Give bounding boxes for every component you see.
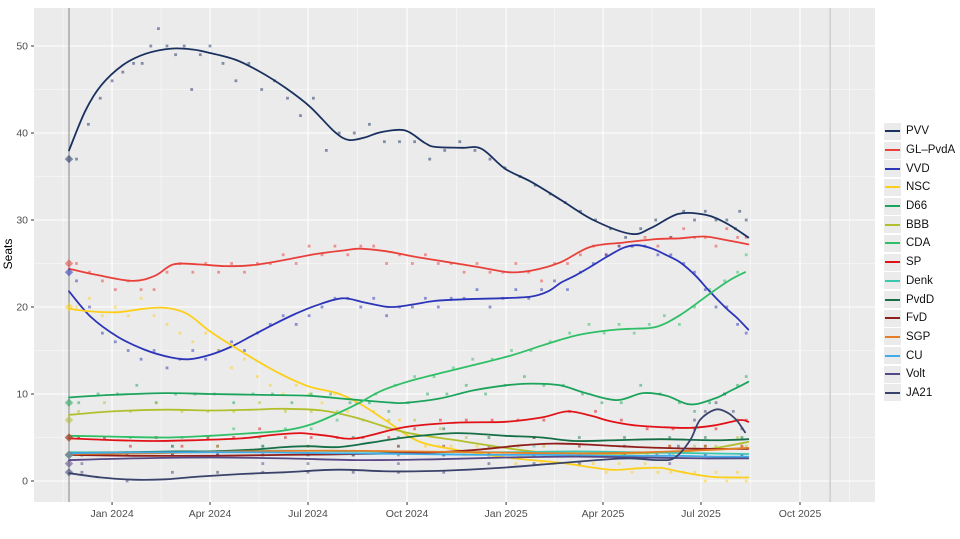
legend-item-sgp: SGP [884, 328, 955, 347]
legend-label: CU [906, 349, 923, 362]
legend-key-icon [884, 253, 901, 271]
legend-label: SP [906, 256, 922, 269]
legend-key-icon [884, 309, 901, 327]
poll-points-cda [77, 253, 748, 439]
legend-key-icon [884, 216, 901, 234]
legend-item-denk: Denk [884, 272, 955, 291]
trend-line-cda [68, 271, 746, 439]
legend-item-nsc: NSC [884, 178, 955, 197]
poll-points-pvv [75, 27, 748, 239]
legend-label: JA21 [906, 386, 933, 399]
legend-label: Denk [906, 274, 933, 287]
trend-line-sp [68, 410, 750, 442]
trend-line-volt [68, 455, 750, 462]
legend-item-volt: Volt [884, 365, 955, 384]
legend-key-icon [884, 178, 901, 196]
election-diamond-bbb [64, 415, 74, 425]
legend-item-pvdd: PvdD [884, 290, 955, 309]
legend-label: FvD [906, 312, 928, 325]
election-diamond-nsc [64, 302, 74, 312]
election-result-diamonds [64, 154, 74, 477]
legend-item-cu: CU [884, 346, 955, 365]
x-tick-label: Apr 2024 [189, 508, 232, 520]
legend-label: D66 [906, 200, 928, 213]
election-diamond-pvv [64, 154, 74, 164]
legend-item-gl-pvda: GL–PvdA [884, 141, 955, 160]
legend-key-icon [884, 272, 901, 290]
legend-item-ja21: JA21 [884, 384, 955, 403]
trend-line-ja21 [68, 408, 746, 481]
legend-label: PvdD [906, 293, 935, 306]
legend-label: PVV [906, 125, 930, 138]
legend-item-d66: D66 [884, 197, 955, 216]
y-tick-label: 0 [22, 476, 28, 488]
legend-item-bbb: BBB [884, 215, 955, 234]
x-tick-label: Jul 2025 [681, 508, 721, 520]
trend-line-fvd [68, 442, 750, 457]
election-diamond-vvd [64, 268, 74, 277]
legend-item-fvd: FvD [884, 309, 955, 328]
legend-key-icon [884, 234, 901, 252]
trend-line-gl-pvda [68, 235, 750, 282]
legend-key-icon [884, 328, 901, 346]
election-diamond-cu [64, 450, 74, 460]
trend-lines [68, 47, 750, 481]
legend-label: Volt [906, 368, 926, 381]
y-tick-label: 50 [16, 41, 28, 53]
poll-points [75, 27, 748, 483]
legend-item-cda: CDA [884, 234, 955, 253]
legend-label: GL–PvdA [906, 144, 956, 157]
trend-line-d66 [68, 380, 750, 406]
legend-item-sp: SP [884, 253, 955, 272]
legend-label: SGP [906, 330, 931, 343]
election-diamond-sp [64, 433, 74, 442]
x-tick-label: Jul 2024 [288, 508, 328, 520]
y-tick-label: 20 [16, 302, 28, 314]
x-tick-label: Jan 2025 [484, 508, 527, 520]
legend-item-vvd: VVD [884, 159, 955, 178]
election-diamond-volt [64, 459, 74, 468]
trend-line-pvv [68, 47, 750, 239]
election-diamond-d66 [64, 398, 74, 407]
y-axis-title: Seats [1, 238, 15, 270]
legend-key-icon [884, 365, 901, 383]
legend-key-icon [884, 141, 901, 159]
legend-key-icon [884, 122, 901, 140]
legend-item-pvv: PVV [884, 122, 955, 141]
election-diamond-gl-pvda [64, 259, 74, 268]
legend: PVV GL–PvdA VVD NSC D66 BBB CDA SP Denk PvdD FvD SG… [884, 122, 955, 402]
legend-label: VVD [906, 162, 930, 175]
panel-bg [34, 8, 875, 502]
x-tick-label: Jan 2024 [90, 508, 133, 520]
legend-key-icon [884, 291, 901, 309]
trend-line-nsc [68, 306, 750, 479]
legend-label: CDA [906, 237, 931, 250]
legend-key-icon [884, 347, 901, 365]
y-tick-label: 10 [16, 389, 28, 401]
axes: 0 10 20 30 40 50 Jan 2024 Apr 2024 Jul 2024 Oct 2… [16, 41, 821, 521]
trend-line-vvd [68, 244, 750, 361]
legend-key-icon [884, 384, 901, 402]
legend-key-icon [884, 160, 901, 178]
election-diamond-ja21 [64, 468, 74, 477]
y-tick-label: 30 [16, 215, 28, 227]
legend-label: NSC [906, 181, 931, 194]
x-tick-label: Oct 2025 [779, 508, 822, 520]
trend-line-cu [68, 451, 750, 458]
y-tick-label: 40 [16, 128, 28, 140]
x-tick-label: Apr 2025 [582, 508, 625, 520]
x-tick-label: Oct 2024 [386, 508, 429, 520]
legend-key-icon [884, 197, 901, 215]
legend-label: BBB [906, 218, 930, 231]
